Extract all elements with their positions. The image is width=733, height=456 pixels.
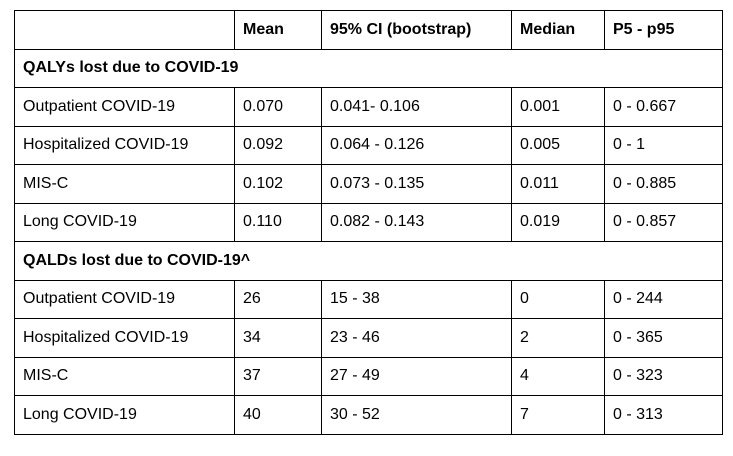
ci-cell: 0.064 - 0.126: [321, 125, 512, 165]
ci-cell: 0.041- 0.106: [321, 87, 512, 127]
results-table: Mean 95% CI (bootstrap) Median P5 - p95 …: [14, 10, 723, 435]
ci-cell: 23 - 46: [321, 318, 512, 358]
ci-cell: 0.082 - 0.143: [321, 202, 512, 242]
row-label: Outpatient COVID-19: [14, 279, 235, 319]
mean-cell: 40: [234, 395, 322, 435]
ci-cell: 0.073 - 0.135: [321, 164, 512, 204]
ci-cell: 27 - 49: [321, 356, 512, 396]
median-cell: 4: [511, 356, 605, 396]
mean-cell: 26: [234, 279, 322, 319]
median-cell: 0.005: [511, 125, 605, 165]
median-cell: 2: [511, 318, 605, 358]
header-cell-empty: [14, 10, 235, 50]
header-cell-p5-p95: P5 - p95: [604, 10, 723, 50]
ci-cell: 15 - 38: [321, 279, 512, 319]
mean-cell: 0.102: [234, 164, 322, 204]
range-cell: 0 - 323: [604, 356, 723, 396]
table-row: Hospitalized COVID-19 0.092 0.064 - 0.12…: [14, 125, 723, 165]
table-row: Long COVID-19 40 30 - 52 7 0 - 313: [14, 395, 723, 435]
range-cell: 0 - 0.857: [604, 202, 723, 242]
median-cell: 0.019: [511, 202, 605, 242]
row-label: MIS-C: [14, 164, 235, 204]
table-row: Hospitalized COVID-19 34 23 - 46 2 0 - 3…: [14, 318, 723, 358]
mean-cell: 34: [234, 318, 322, 358]
row-label: Outpatient COVID-19: [14, 87, 235, 127]
range-cell: 0 - 0.667: [604, 87, 723, 127]
mean-cell: 37: [234, 356, 322, 396]
table-row: Outpatient COVID-19 0.070 0.041- 0.106 0…: [14, 87, 723, 127]
median-cell: 0.001: [511, 87, 605, 127]
table-row: MIS-C 0.102 0.073 - 0.135 0.011 0 - 0.88…: [14, 164, 723, 204]
row-label: Long COVID-19: [14, 395, 235, 435]
ci-cell: 30 - 52: [321, 395, 512, 435]
table-row: Outpatient COVID-19 26 15 - 38 0 0 - 244: [14, 279, 723, 319]
median-cell: 0.011: [511, 164, 605, 204]
mean-cell: 0.092: [234, 125, 322, 165]
header-cell-median: Median: [511, 10, 605, 50]
mean-cell: 0.070: [234, 87, 322, 127]
section-title: QALDs lost due to COVID-19^: [14, 241, 723, 281]
header-cell-mean: Mean: [234, 10, 322, 50]
row-label: Long COVID-19: [14, 202, 235, 242]
table-row: MIS-C 37 27 - 49 4 0 - 323: [14, 356, 723, 396]
section-row-qalys: QALYs lost due to COVID-19: [14, 48, 723, 88]
header-row: Mean 95% CI (bootstrap) Median P5 - p95: [14, 10, 723, 50]
table-row: Long COVID-19 0.110 0.082 - 0.143 0.019 …: [14, 202, 723, 242]
mean-cell: 0.110: [234, 202, 322, 242]
section-title: QALYs lost due to COVID-19: [14, 48, 723, 88]
section-row-qalds: QALDs lost due to COVID-19^: [14, 241, 723, 281]
range-cell: 0 - 365: [604, 318, 723, 358]
range-cell: 0 - 0.885: [604, 164, 723, 204]
row-label: MIS-C: [14, 356, 235, 396]
row-label: Hospitalized COVID-19: [14, 125, 235, 165]
median-cell: 7: [511, 395, 605, 435]
header-cell-ci: 95% CI (bootstrap): [321, 10, 512, 50]
range-cell: 0 - 244: [604, 279, 723, 319]
row-label: Hospitalized COVID-19: [14, 318, 235, 358]
range-cell: 0 - 1: [604, 125, 723, 165]
range-cell: 0 - 313: [604, 395, 723, 435]
median-cell: 0: [511, 279, 605, 319]
